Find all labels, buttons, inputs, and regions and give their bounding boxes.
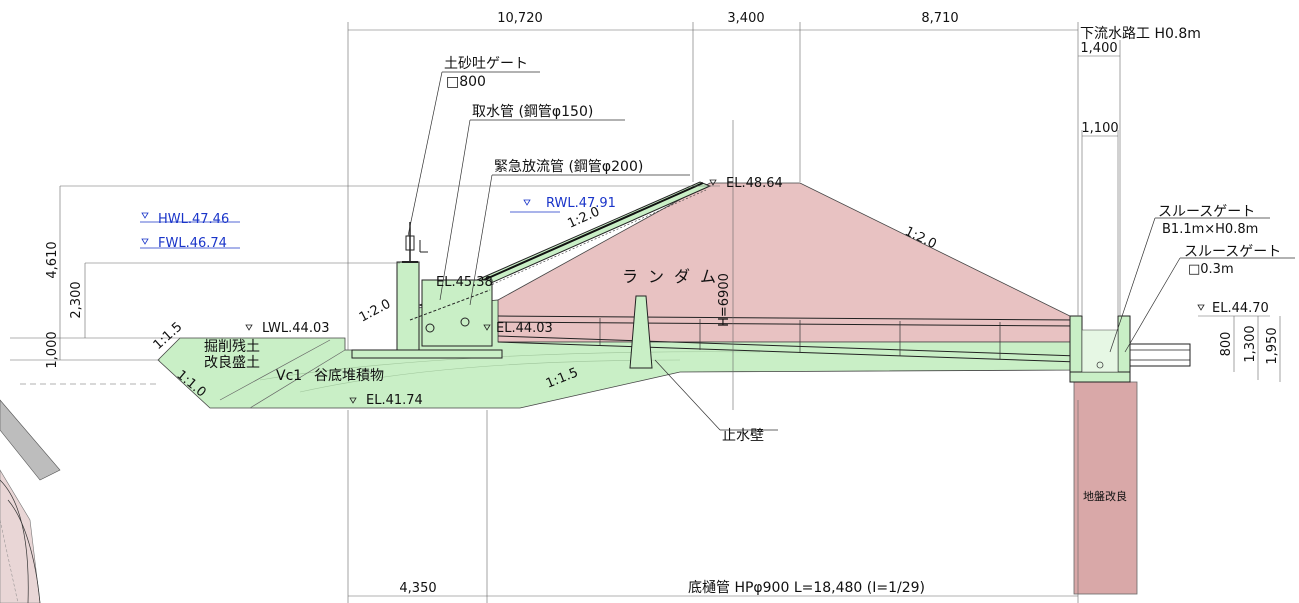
intake-tower — [351, 222, 503, 359]
el-45-label: EL.45.38 — [436, 275, 493, 290]
ground-improvement-block — [1073, 381, 1138, 595]
map-fragment — [0, 399, 61, 603]
dim-right-mid: 1,300 — [1243, 325, 1258, 362]
dim-left-low: 1,000 — [45, 331, 60, 368]
sluice-gate-2-size: □0.3m — [1188, 262, 1234, 277]
intake-pipe-label: 取水管 (鋼管φ150) — [472, 104, 593, 120]
dim-bottom-left: 4,350 — [399, 581, 436, 596]
dim-left-height: 4,610 — [45, 241, 60, 278]
bottom-conduit — [497, 315, 1079, 363]
improved-fill-label: 改良盛土 — [204, 355, 260, 371]
slope-upstream-2: 1:2.0 — [357, 297, 393, 326]
dim-dam-height: H=6900 — [717, 273, 732, 327]
random-dam-label: ランダム — [622, 267, 726, 286]
fill-shading — [299, 359, 681, 393]
dim-left-mid: 2,300 — [69, 281, 84, 318]
rwl-label: RWL.47.91 — [546, 196, 616, 211]
el-44-03-label: EL.44.03 — [496, 321, 553, 336]
el-44-70-label: EL.44.70 — [1212, 301, 1269, 316]
lwl-label: LWL.44.03 — [262, 321, 330, 336]
sluice-gate-2-label: スルースゲート — [1184, 244, 1281, 260]
dim-top-mid: 3,400 — [727, 11, 764, 26]
dim-right-total: 1,950 — [1265, 327, 1280, 364]
ground-improvement-label: 地盤改良 — [1083, 489, 1127, 503]
downstream-gate-structure — [1069, 315, 1191, 383]
dimension-lines — [10, 22, 1281, 603]
dim-top-left: 10,720 — [497, 11, 543, 26]
downstream-channel-label: 下流水路工 H0.8m — [1080, 26, 1201, 42]
sluice-gate-1-label: スルースゲート — [1158, 204, 1255, 220]
excavated-soil-label: 掘削残土 — [204, 339, 260, 355]
valley-deposits-label: 谷底堆積物 — [314, 368, 384, 384]
dim-right-small: 800 — [1219, 332, 1234, 357]
dim-top-right: 8,710 — [921, 11, 958, 26]
emergency-pipe-label: 緊急放流管 (鋼管φ200) — [494, 159, 643, 175]
sediment-gate-label: 土砂吐ゲート — [444, 56, 528, 72]
bottom-pipe-label: 底樋管 HPφ900 L=18,480 (I=1/29) — [688, 580, 925, 596]
leader-lines — [140, 71, 1295, 431]
sediment-gate-size: □800 — [446, 74, 486, 90]
sluice-gate-1-size: B1.1m×H0.8m — [1162, 222, 1258, 237]
hwl-label: HWL.47.46 — [158, 212, 229, 227]
level-markers — [141, 179, 1205, 404]
cutoff-wall — [629, 295, 653, 369]
vc1-label: Vc1 — [276, 368, 302, 384]
improved-fill-zone — [157, 299, 1079, 409]
dim-channel-width: 1,400 — [1080, 41, 1117, 56]
cutoff-wall-label: 止水壁 — [722, 428, 764, 444]
dim-inner-width: 1,100 — [1081, 121, 1118, 136]
fwl-label: FWL.46.74 — [158, 236, 227, 251]
el-41-74-label: EL.41.74 — [366, 393, 423, 408]
crest-el-label: EL.48.64 — [726, 176, 783, 191]
